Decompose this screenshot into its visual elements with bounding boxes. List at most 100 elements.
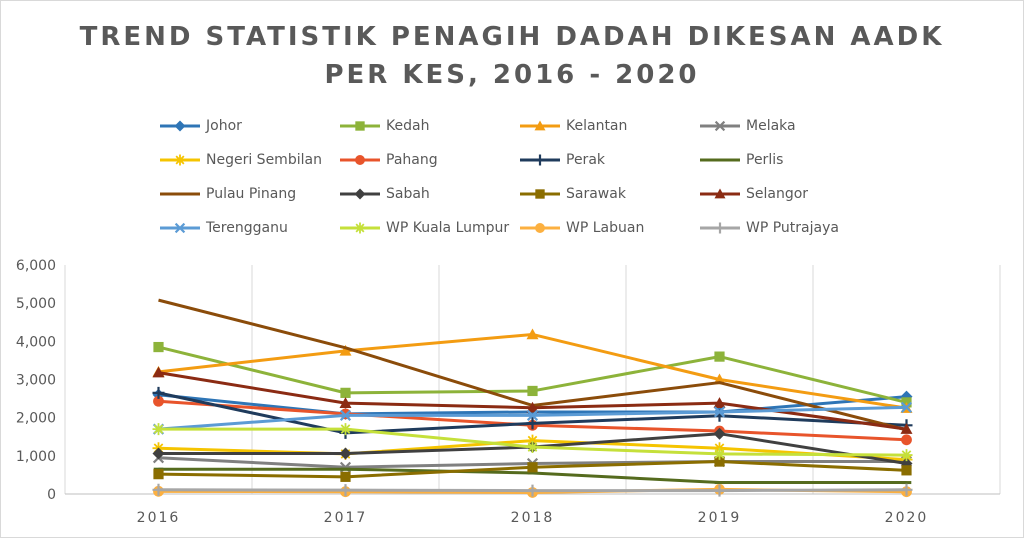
legend-swatch [160, 222, 200, 234]
legend-label: Kedah [386, 118, 430, 134]
data-point-sabah [152, 447, 165, 460]
data-point-terengganu [526, 409, 539, 421]
data-point-selangor [900, 423, 913, 434]
legend-label: Sabah [386, 186, 430, 202]
legend-swatch-marker [174, 222, 186, 234]
legend-swatch-marker [534, 154, 546, 166]
data-point-wp-putrajaya [900, 483, 913, 496]
series-sarawak [153, 456, 912, 482]
data-point-terengganu [900, 401, 913, 413]
legend-swatch-marker [174, 120, 186, 132]
y-tick-label: 3,000 [16, 373, 56, 389]
legend-item-terengganu: Terengganu [158, 216, 288, 240]
data-point-selangor [152, 366, 165, 378]
data-point-perak [152, 386, 165, 399]
legend-item-melaka: Melaka [698, 114, 796, 138]
legend-swatch-marker [354, 188, 366, 200]
data-point-pahang [901, 434, 912, 446]
chart-title-line-1: TREND STATISTIK PENAGIH DADAH DIKESAN AA… [79, 22, 945, 52]
legend-label: Perak [566, 152, 605, 168]
data-point-wp-putrajaya [713, 484, 726, 497]
y-tick-label: 2,000 [16, 411, 56, 427]
data-point-wp-putrajaya [339, 484, 352, 497]
legend-item-wp-putrajaya: WP Putrajaya [698, 216, 839, 240]
legend-swatch-marker [354, 222, 366, 234]
y-tick-label: 5,000 [16, 296, 56, 312]
data-point-sarawak [901, 465, 912, 476]
legend-swatch [700, 158, 740, 162]
data-point-sarawak [527, 462, 538, 473]
legend-label: WP Kuala Lumpur [386, 220, 510, 236]
legend-swatch [340, 121, 380, 131]
legend-item-wp-labuan: WP Labuan [518, 216, 644, 240]
legend-swatch-marker [714, 222, 726, 234]
legend-item-johor: Johor [158, 114, 242, 138]
data-point-wp-putrajaya [152, 483, 165, 496]
legend-swatch-marker [714, 188, 726, 199]
legend-label: Selangor [746, 186, 809, 202]
legend-item-pahang: Pahang [338, 148, 438, 172]
legend-swatch-marker [174, 154, 186, 166]
series-kedah [153, 341, 912, 408]
legend-label: WP Labuan [566, 220, 645, 236]
data-point-wp-kuala-lumpur [152, 423, 165, 436]
data-point-pahang [153, 395, 164, 407]
data-point-selangor [713, 397, 726, 408]
legend-item-kedah: Kedah [338, 114, 429, 138]
legend-swatch [520, 120, 560, 131]
legend-item-selangor: Selangor [698, 182, 808, 206]
data-point-wp-kuala-lumpur [713, 447, 726, 460]
data-point-kedah [153, 341, 164, 353]
data-point-perak [526, 417, 539, 430]
legend-label: WP Putrajaya [746, 220, 839, 236]
y-tick-label: 4,000 [16, 334, 56, 350]
data-point-terengganu [339, 409, 352, 421]
legend-swatch [520, 189, 560, 199]
legend-swatch [700, 188, 740, 199]
data-point-wp-kuala-lumpur [526, 441, 539, 454]
data-point-selangor [526, 401, 539, 413]
legend-swatch-marker [355, 121, 365, 131]
data-point-sarawak [153, 469, 164, 480]
legend-label: Pulau Pinang [206, 186, 297, 202]
legend-label: Melaka [746, 118, 796, 134]
legend-item-kelantan: Kelantan [518, 114, 627, 138]
data-point-negeri-sembilan [526, 434, 539, 447]
y-tick-label: 1,000 [16, 449, 56, 465]
data-point-kelantan [339, 344, 352, 356]
series-wp-putrajaya [152, 483, 913, 497]
legend-label: Sarawak [566, 186, 626, 202]
x-tick-label: 2019 [698, 510, 742, 526]
legend-item-pulau-pinang: Pulau Pinang [158, 182, 296, 206]
legend-swatch [520, 223, 560, 233]
legend-swatch-marker [535, 223, 545, 233]
data-point-sarawak [340, 471, 351, 482]
legend-item-negeri-sembilan: Negeri Sembilan [158, 148, 322, 172]
data-point-wp-putrajaya [526, 484, 539, 497]
legend-label: Johor [206, 118, 242, 134]
legend-item-sarawak: Sarawak [518, 182, 626, 206]
series-wp-kuala-lumpur [152, 423, 913, 462]
x-tick-label: 2020 [885, 510, 929, 526]
data-point-sarawak [714, 456, 725, 467]
legend-swatch [340, 155, 380, 165]
data-point-kedah [714, 351, 725, 362]
legend-swatch-marker [355, 155, 365, 165]
data-point-kedah [527, 385, 538, 397]
x-tick-label: 2017 [324, 510, 368, 526]
legend-swatch-marker [535, 189, 545, 199]
legend-swatch [700, 120, 740, 132]
data-point-wp-kuala-lumpur [339, 423, 352, 436]
chart-title-line-2: PER KES, 2016 - 2020 [324, 60, 700, 90]
data-point-kedah [340, 387, 351, 398]
legend-swatch [340, 188, 380, 200]
legend-swatch [160, 154, 200, 166]
legend-swatch-marker [714, 120, 726, 132]
legend-label: Perlis [746, 152, 784, 168]
legend-item-perlis: Perlis [698, 148, 783, 172]
legend-label: Terengganu [206, 220, 288, 236]
data-point-selangor [339, 397, 352, 408]
x-tick-label: 2018 [511, 510, 555, 526]
legend-swatch-marker [534, 120, 546, 131]
